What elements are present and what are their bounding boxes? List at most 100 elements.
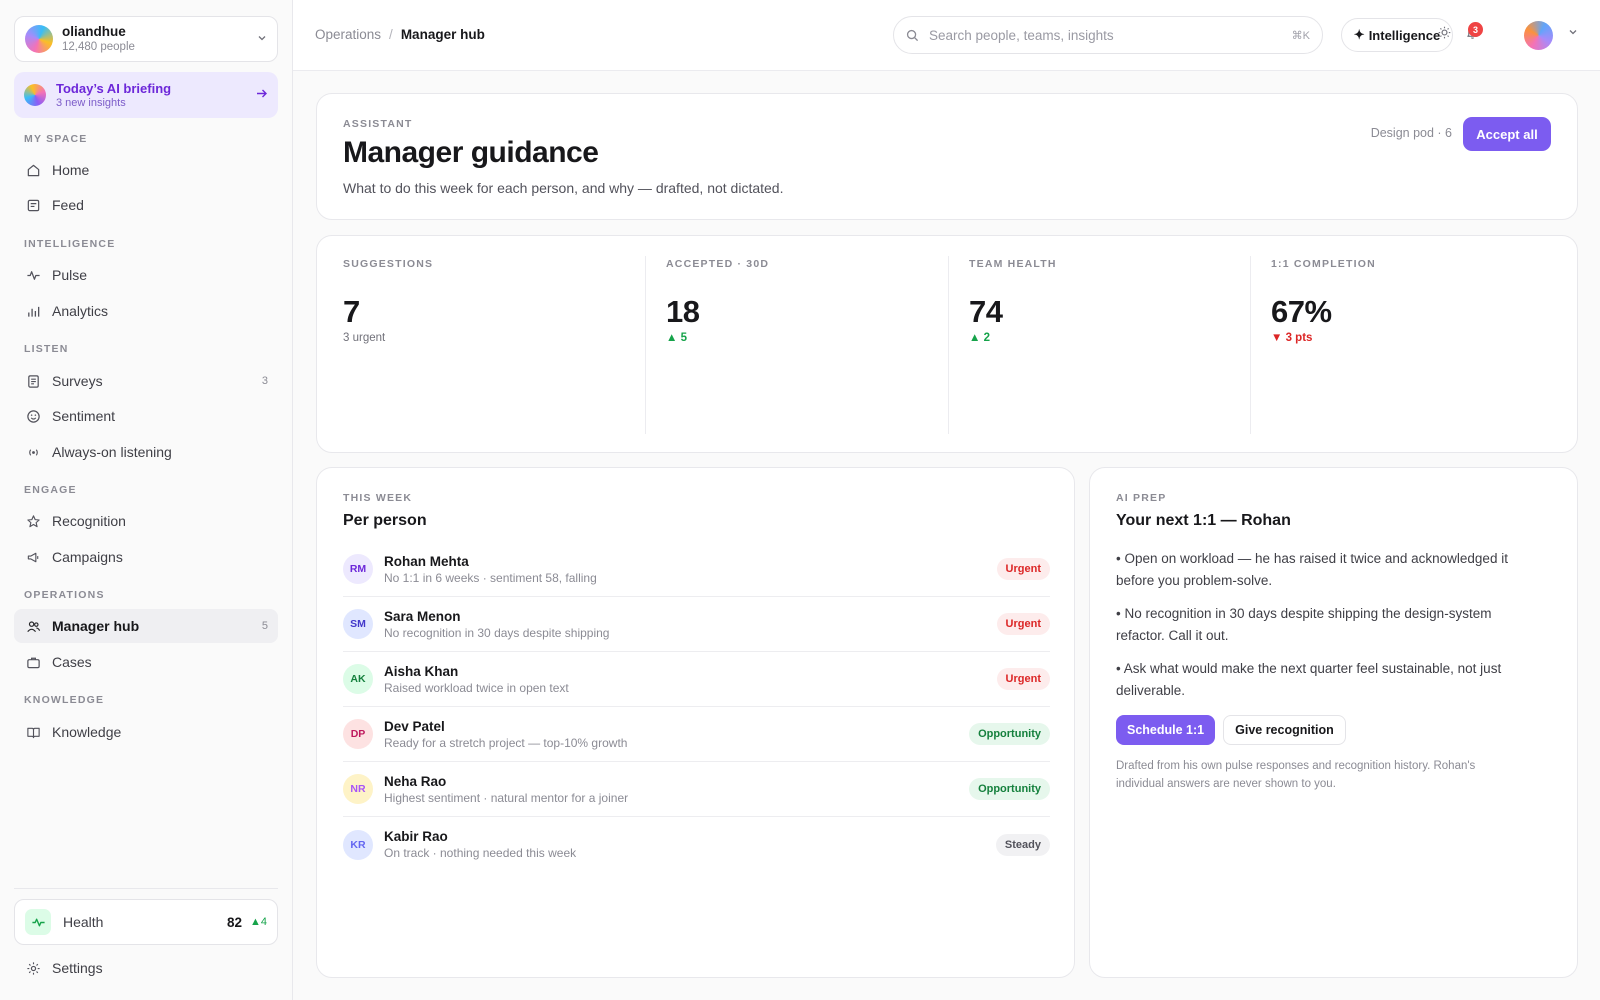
ai-briefing-card[interactable]: Today’s AI briefing 3 new insights bbox=[14, 72, 278, 118]
stat-divider bbox=[948, 256, 949, 434]
give-recognition-button[interactable]: Give recognition bbox=[1223, 715, 1346, 745]
section-label-operations: OPERATIONS bbox=[24, 589, 105, 601]
schedule-one-on-one-button[interactable]: Schedule 1:1 bbox=[1116, 715, 1216, 745]
sidebar-item-recognition[interactable]: Recognition bbox=[14, 504, 278, 538]
prep-bullet: • No recognition in 30 days despite ship… bbox=[1116, 606, 1492, 643]
sidebar-item-feed[interactable]: Feed bbox=[14, 188, 278, 222]
org-name: oliandhue bbox=[62, 24, 126, 39]
health-delta-value: 4 bbox=[260, 916, 267, 928]
breadcrumb-current: Manager hub bbox=[400, 27, 485, 42]
sidebar-divider bbox=[14, 888, 278, 889]
list-item[interactable]: RM Rohan Mehta No 1:1 in 6 weeks · sentim… bbox=[343, 542, 1050, 597]
feed-icon bbox=[24, 196, 42, 214]
stat-label: ACCEPTED · 30D bbox=[666, 258, 770, 270]
section-label-knowledge: KNOWLEDGE bbox=[24, 694, 105, 706]
stat-sub: ▼ 3 pts bbox=[1271, 332, 1313, 344]
sidebar-item-surveys[interactable]: Surveys 3 bbox=[14, 364, 278, 398]
status-badge: Opportunity bbox=[969, 723, 1050, 745]
person-reason: On track · nothing needed this week bbox=[384, 846, 577, 860]
sidebar-item-knowledge[interactable]: Knowledge bbox=[14, 715, 278, 749]
list-item[interactable]: DP Dev Patel Ready for a stretch project … bbox=[343, 707, 1050, 762]
health-score-card[interactable]: Health 82 ▲4 bbox=[14, 899, 278, 945]
ai-prep-eyebrow: AI PREP bbox=[1116, 492, 1167, 504]
guidance-eyebrow: ASSISTANT bbox=[343, 118, 413, 130]
person-name: Neha Rao bbox=[384, 773, 447, 789]
breadcrumb: Operations / Manager hub bbox=[315, 27, 485, 42]
avatar: AK bbox=[343, 664, 373, 694]
manager-guidance-card: ASSISTANT Manager guidance What to do th… bbox=[316, 93, 1578, 220]
ai-prep-bullets: • Open on workload — he has raised it tw… bbox=[1116, 548, 1536, 713]
users-icon bbox=[24, 617, 42, 635]
stat-label: SUGGESTIONS bbox=[343, 258, 434, 270]
intelligence-label: Intelligence bbox=[1368, 27, 1441, 43]
broadcast-icon bbox=[24, 443, 42, 461]
person-name: Kabir Rao bbox=[384, 829, 448, 844]
sidebar-item-label: Settings bbox=[52, 960, 103, 976]
person-name: Sara Menon bbox=[384, 608, 461, 624]
list-item[interactable]: SM Sara Menon No recognition in 30 days d… bbox=[343, 597, 1050, 652]
sidebar-item-home[interactable]: Home bbox=[14, 153, 278, 187]
sidebar-item-label: Analytics bbox=[52, 303, 109, 319]
sidebar-item-label: Feed bbox=[52, 197, 84, 213]
sidebar-item-always-on-listening[interactable]: Always-on listening bbox=[14, 435, 278, 469]
search-input[interactable] bbox=[929, 27, 1292, 43]
list-item[interactable]: NR Neha Rao Highest sentiment · natural m… bbox=[343, 762, 1050, 817]
sidebar-item-pulse[interactable]: Pulse bbox=[14, 258, 278, 292]
org-avatar bbox=[25, 25, 53, 53]
sun-icon[interactable] bbox=[1437, 25, 1452, 40]
section-label-engage: ENGAGE bbox=[24, 484, 77, 496]
list-item[interactable]: KR Kabir Rao On track · nothing needed th… bbox=[343, 817, 1050, 872]
pulse-icon bbox=[24, 266, 42, 284]
section-label-listen: LISTEN bbox=[24, 343, 69, 355]
health-value: 82 bbox=[226, 914, 242, 930]
page-title: Manager guidance bbox=[343, 136, 599, 169]
breadcrumb-parent[interactable]: Operations bbox=[315, 27, 382, 42]
bar-chart-icon bbox=[24, 302, 42, 320]
sidebar-item-label: Campaigns bbox=[52, 549, 123, 565]
status-badge: Urgent bbox=[996, 558, 1050, 580]
stat-divider bbox=[1250, 256, 1251, 434]
stat-sub: ▲ 2 bbox=[969, 332, 990, 344]
avatar: RM bbox=[343, 554, 373, 584]
sidebar-item-settings[interactable]: Settings bbox=[14, 951, 278, 985]
org-switcher[interactable]: oliandhue 12,480 people bbox=[14, 16, 278, 62]
list-item[interactable]: AK Aisha Khan Raised workload twice in op… bbox=[343, 652, 1050, 707]
section-label-intelligence: INTELLIGENCE bbox=[24, 238, 116, 250]
person-reason: Highest sentiment · natural mentor for a… bbox=[384, 790, 629, 805]
accept-all-button[interactable]: Accept all bbox=[1463, 117, 1551, 151]
user-avatar[interactable] bbox=[1524, 21, 1553, 50]
sidebar-item-label: Cases bbox=[52, 654, 92, 670]
sidebar-item-cases[interactable]: Cases bbox=[14, 645, 278, 679]
sidebar-item-label: Knowledge bbox=[52, 724, 122, 740]
intelligence-button[interactable]: ✦ Intelligence bbox=[1341, 18, 1453, 52]
chevron-down-icon[interactable] bbox=[1568, 27, 1578, 40]
sidebar-item-label: Always-on listening bbox=[52, 444, 172, 460]
sidebar: oliandhue 12,480 people Today’s AI brief… bbox=[0, 0, 293, 1000]
star-icon bbox=[24, 512, 42, 530]
briefing-title: Today’s AI briefing bbox=[56, 80, 172, 96]
sidebar-item-manager-hub[interactable]: Manager hub 5 bbox=[14, 609, 278, 643]
breadcrumb-separator: / bbox=[389, 27, 393, 42]
stat-sub: ▲ 5 bbox=[666, 332, 687, 344]
search-shortcut: ⌘K bbox=[1291, 29, 1310, 42]
briefing-subtitle: 3 new insights bbox=[56, 96, 126, 109]
ai-prep-card: AI PREP Your next 1:1 — Rohan • Open on … bbox=[1089, 467, 1578, 978]
status-badge: Opportunity bbox=[969, 778, 1050, 800]
search-box[interactable]: ⌘K bbox=[893, 16, 1323, 54]
org-people-count: 12,480 people bbox=[62, 41, 135, 53]
sidebar-item-label: Surveys bbox=[52, 373, 103, 389]
sidebar-item-analytics[interactable]: Analytics bbox=[14, 294, 278, 328]
sidebar-item-campaigns[interactable]: Campaigns bbox=[14, 540, 278, 574]
home-icon bbox=[24, 161, 42, 179]
status-badge: Urgent bbox=[996, 668, 1050, 690]
sidebar-item-label: Manager hub bbox=[52, 618, 140, 634]
privacy-note: Drafted from his own pulse responses and… bbox=[1116, 760, 1476, 790]
avatar: NR bbox=[343, 774, 373, 804]
sidebar-item-sentiment[interactable]: Sentiment bbox=[14, 399, 278, 433]
search-icon bbox=[906, 29, 919, 42]
per-person-eyebrow: THIS WEEK bbox=[343, 492, 413, 504]
sidebar-item-label: Pulse bbox=[52, 267, 88, 283]
sparkle-icon: ✦ bbox=[1353, 27, 1365, 42]
person-reason: Ready for a stretch project — top-10% gr… bbox=[384, 735, 628, 750]
surveys-count-badge: 3 bbox=[261, 375, 268, 387]
